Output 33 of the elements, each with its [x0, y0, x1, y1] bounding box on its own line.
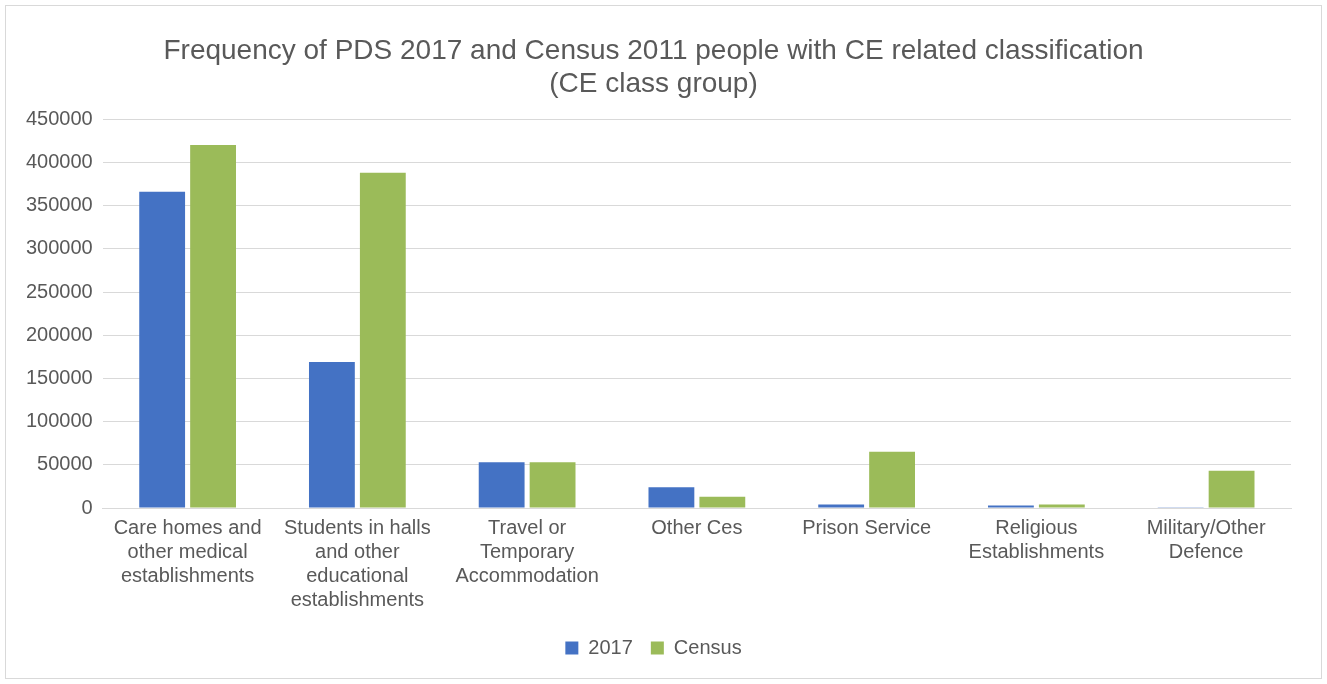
y-tick-label: 150000	[25, 365, 93, 388]
x-tick-label: Care homes and other medical establishments	[113, 515, 262, 586]
bar	[139, 191, 186, 508]
x-tick-label: Students in halls and other educational establishments	[283, 515, 431, 610]
bar	[699, 496, 746, 508]
bar	[818, 504, 865, 508]
x-tick-label: Religious Establishments	[968, 515, 1105, 562]
y-tick-label: 0	[81, 495, 93, 518]
bar	[359, 172, 406, 508]
bar	[869, 451, 915, 508]
y-tick-label: 450000	[25, 106, 93, 129]
chart-title: Frequency of PDS 2017 and Census 2011 people with CE related classification (CE class group)	[163, 33, 1144, 99]
y-tick-label: 400000	[25, 149, 93, 172]
x-tick-label: Prison Service	[802, 515, 932, 538]
y-tick-label: 50000	[37, 452, 93, 475]
bar	[1038, 504, 1085, 508]
bar	[308, 361, 355, 508]
legend-label: 2017	[588, 635, 633, 658]
x-tick-label: Travel or Temporary Accommodation	[455, 515, 599, 586]
bar	[529, 462, 576, 508]
y-tick-label: 300000	[25, 236, 93, 259]
y-tick-label: 100000	[25, 409, 93, 432]
x-tick-label: Military/Other Defence	[1146, 515, 1266, 562]
bar	[987, 505, 1034, 508]
bar	[190, 145, 236, 508]
y-tick-label: 200000	[25, 322, 93, 345]
legend-label: Census	[673, 635, 742, 658]
y-tick-label: 250000	[25, 279, 93, 302]
bar	[478, 462, 525, 508]
x-tick-label: Other Ces	[651, 515, 743, 538]
bar	[648, 487, 695, 508]
bar	[1208, 470, 1255, 508]
y-tick-label: 350000	[25, 193, 93, 216]
